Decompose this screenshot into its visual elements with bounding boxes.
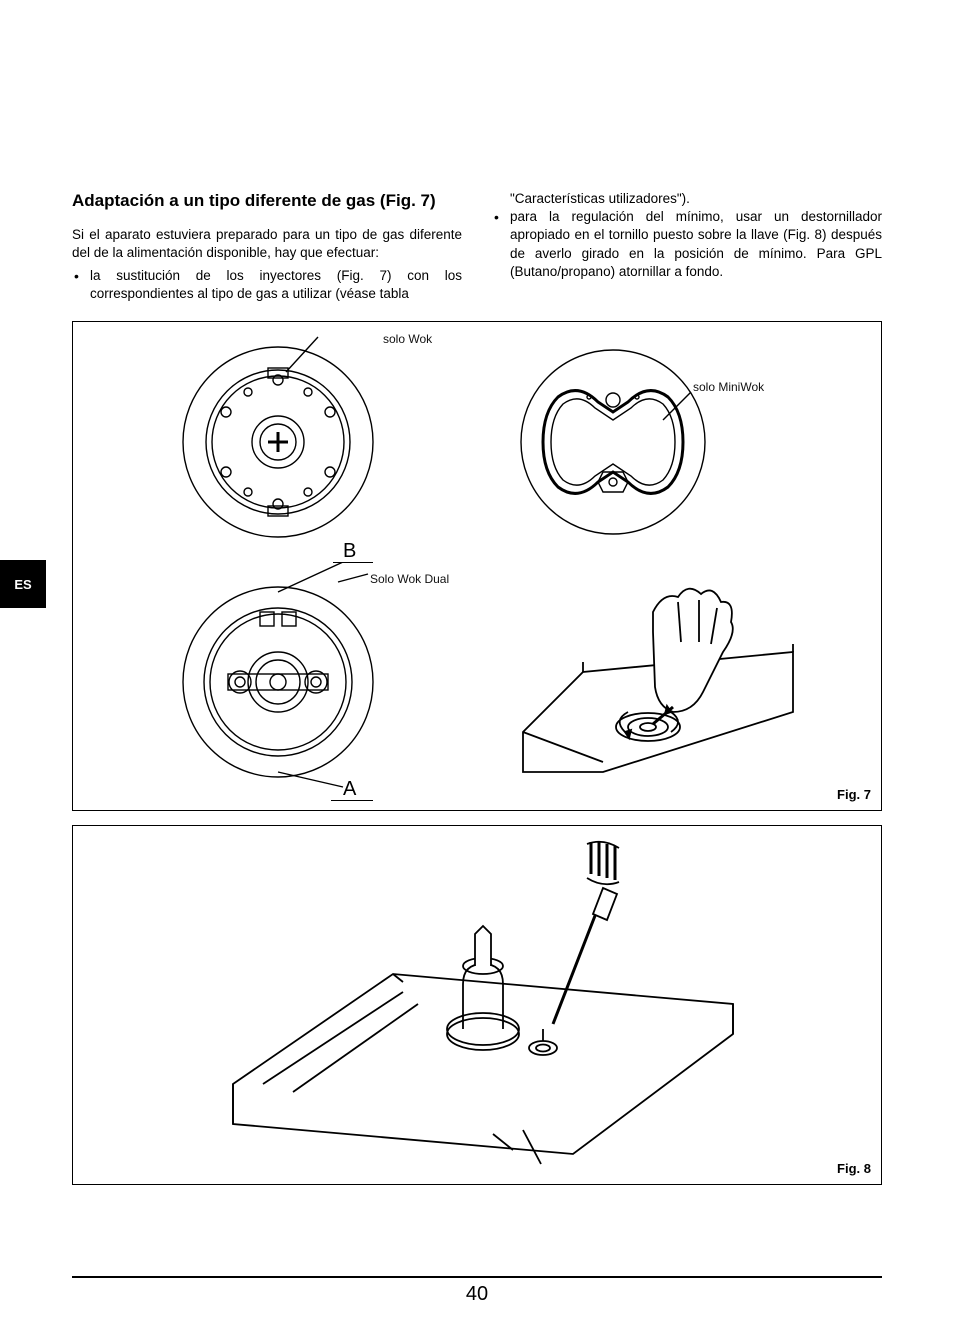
underline-A: [331, 800, 373, 801]
left-bullet: la sustitución de los inyectores (Fig. 7…: [72, 267, 462, 303]
diagram-wok: [168, 332, 388, 552]
figure-7: solo Wok solo MiniWok Solo Wok Dual B A: [72, 321, 882, 811]
language-code: ES: [14, 577, 31, 592]
page-content: Adaptación a un tipo diferente de gas (F…: [72, 190, 882, 1185]
figure-7-label: Fig. 7: [837, 787, 871, 802]
section-heading: Adaptación a un tipo diferente de gas (F…: [72, 190, 462, 212]
intro-paragraph: Si el aparato estuviera preparado para u…: [72, 226, 462, 262]
right-column: "Características utilizadores"). para la…: [492, 190, 882, 303]
language-tab: ES: [0, 560, 46, 608]
right-continuation: "Características utilizadores").: [492, 190, 882, 208]
right-bullet: para la regulación del mínimo, usar un d…: [492, 208, 882, 281]
diagram-knob-screwdriver: [203, 834, 763, 1174]
label-solo-wok: solo Wok: [383, 332, 432, 346]
footer-rule: [72, 1276, 882, 1278]
page-number: 40: [0, 1283, 954, 1306]
diagram-hand-injector: [513, 572, 813, 802]
figure-8-label: Fig. 8: [837, 1161, 871, 1176]
figure-8: Fig. 8: [72, 825, 882, 1185]
text-columns: Adaptación a un tipo diferente de gas (F…: [72, 190, 882, 303]
diagram-wok-dual: [168, 562, 388, 792]
left-column: Adaptación a un tipo diferente de gas (F…: [72, 190, 462, 303]
diagram-miniwok: [503, 342, 723, 542]
